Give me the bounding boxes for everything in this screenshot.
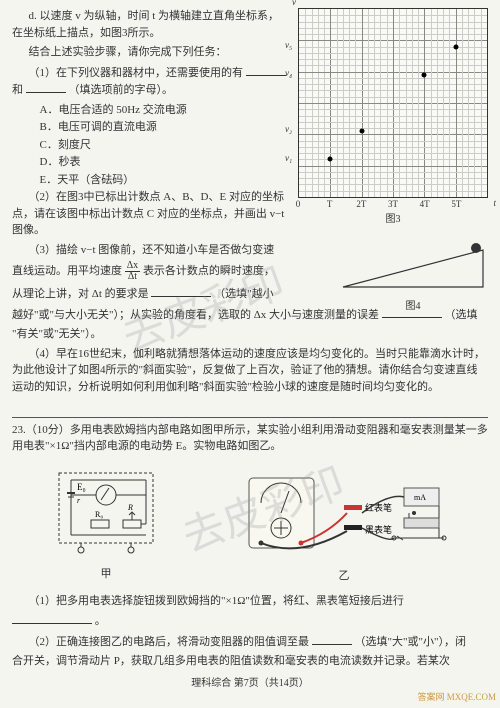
q3-l2a: 从理论上讲，对 Δt 的要求是 — [12, 288, 149, 300]
blank-field — [26, 81, 66, 93]
blank-field — [382, 306, 442, 318]
option-b: B．电压可调的直流电源 — [40, 119, 291, 136]
q23-2: （2）正确连接图乙的电路后，将滑动变阻器的阻值调至最 （选填"大"或"小"），闭 — [12, 633, 488, 651]
data-point — [359, 129, 364, 134]
option-a: A．电压合适的 50Hz 交流电源 — [40, 102, 291, 119]
question-4: （4）早在16世纪末，伽利略就猜想落体运动的速度应该是均匀变化的。当时只能靠滴水… — [12, 346, 488, 396]
blank-field — [312, 633, 352, 645]
svg-text:R: R — [127, 503, 133, 512]
svg-text:r: r — [77, 496, 81, 505]
svg-text:R₀: R₀ — [95, 510, 103, 519]
svg-text:E₀: E₀ — [77, 482, 86, 492]
q3-line4: "有关"或"无关"）。 — [12, 326, 488, 343]
y-tick-label: v₅ — [285, 39, 292, 53]
combine-text: 结合上述实验步骤，请你完成下列任务： — [12, 44, 290, 61]
q23-1a: （1）把多用电表选择旋钮拨到欧姆挡的"×1Ω"位置，将红、黑表笔短接后进行 — [29, 595, 404, 607]
data-point — [453, 44, 458, 49]
q23-1: （1）把多用电表选择旋钮拨到欧姆挡的"×1Ω"位置，将红、黑表笔短接后进行 — [12, 593, 488, 610]
x-tick-label: 5T — [451, 198, 461, 212]
data-point — [328, 157, 333, 162]
x-tick-label: 3T — [388, 198, 398, 212]
fraction: Δx Δt — [125, 261, 140, 282]
x-tick-label: 4T — [420, 198, 430, 212]
answer-line — [12, 400, 488, 418]
black-pen-label: 黑表笔 — [365, 524, 392, 535]
q1-text: （1）在下列仪器和器材中，还需要使用的有 — [29, 67, 244, 79]
question-3-block: 图4 （3）描绘 v−t 图像前，还不知道小车是否做匀变速 直线运动。用平均速度… — [12, 242, 488, 399]
q3-head: （3）描绘 v−t 图像前，还不知道小车是否做匀变速 — [29, 244, 275, 256]
y-tick-label: v₄ — [285, 67, 292, 81]
q3-l3a: 越好"或"与大小无关"）；从实验的角度看，选取的 Δx 大小与速度测量的误差 — [12, 309, 379, 321]
y-tick-label: v₂ — [285, 123, 292, 137]
q1-paren: （填选项前的字母）。 — [69, 84, 174, 96]
circuit-yi: 红表笔 黑表笔 mA 乙 — [239, 463, 449, 585]
page-footer: 理科综合 第7页（共14页） — [12, 676, 488, 691]
chart-column: v v₁v₂v₄v₅ 0T2T3T4T5T t 图3 — [298, 8, 488, 242]
q1-and: 和 — [12, 84, 23, 96]
yi-label: 乙 — [239, 568, 449, 585]
vt-grid-chart: v₁v₂v₄v₅ — [298, 8, 488, 198]
question-23: 23.（10分）多用电表欧姆挡内部电路如图甲所示，某实验小组利用滑动变阻器和毫安… — [12, 422, 488, 455]
fig3-caption: 图3 — [298, 212, 488, 227]
triangle-figure: 图4 — [338, 242, 488, 292]
text-column: d. 以速度 v 为纵轴，时间 t 为横轴建立直角坐标系，在坐标纸上描点，如图3… — [12, 8, 290, 242]
x-axis-label: t — [493, 197, 496, 211]
x-tick-row: 0 T 2T 3T 4T 5T — [298, 198, 488, 210]
y-tick-label: v₁ — [285, 152, 292, 166]
item-d: d. 以速度 v 为纵轴，时间 t 为横轴建立直角坐标系，在坐标纸上描点，如图3… — [12, 8, 290, 41]
question-1: （1）在下列仪器和器材中，还需要使用的有 和 （填选项前的字母）。 — [12, 64, 290, 99]
corner-logo: 答案网 MXQE.COM — [417, 691, 496, 705]
q23-1-blank: 。 — [12, 612, 488, 630]
option-e: E．天平（含砝码） — [40, 172, 291, 189]
question-2: （2）在图3中已标出计数点 A、B、D、E 对应的坐标点，请在该图中标出计数点 … — [12, 189, 290, 239]
q3-line3: 越好"或"与大小无关"）；从实验的角度看，选取的 Δx 大小与速度测量的误差 （… — [12, 306, 488, 324]
q23-2a: （2）正确连接图乙的电路后，将滑动变阻器的阻值调至最 — [29, 636, 310, 648]
x-tick-label: T — [327, 198, 333, 212]
q3-l3b: （选填 — [445, 309, 478, 321]
q3-mid2: 表示各计数点的瞬时速度， — [143, 265, 275, 277]
q23-2b: （选填"大"或"小"），闭 — [355, 636, 466, 648]
q23-1b: 。 — [95, 615, 106, 627]
q3-mid1: 直线运动。用平均速度 — [12, 265, 122, 277]
q3-l2b: （选填"越小 — [214, 288, 274, 300]
x-tick-label: 2T — [356, 198, 366, 212]
blank-field — [246, 64, 286, 76]
y-axis-label: v — [292, 0, 296, 10]
data-point — [422, 72, 427, 77]
q23-2c: 合开关，调节滑动片 P，获取几组多用电表的阻值读数和毫安表的电流读数并记录。若某… — [12, 653, 488, 670]
option-c: C．刻度尺 — [40, 137, 291, 154]
circuit-jia: E₀ r R₀ R 甲 — [51, 465, 161, 582]
top-section: d. 以速度 v 为纵轴，时间 t 为横轴建立直角坐标系，在坐标纸上描点，如图3… — [12, 8, 488, 242]
svg-text:mA: mA — [414, 493, 426, 502]
circuit-figures: E₀ r R₀ R 甲 — [12, 463, 488, 585]
x-tick-label: 0 — [296, 198, 301, 212]
blank-field — [12, 612, 92, 624]
option-d: D．秒表 — [40, 154, 291, 171]
jia-label: 甲 — [51, 566, 161, 583]
blank-field — [151, 285, 211, 297]
